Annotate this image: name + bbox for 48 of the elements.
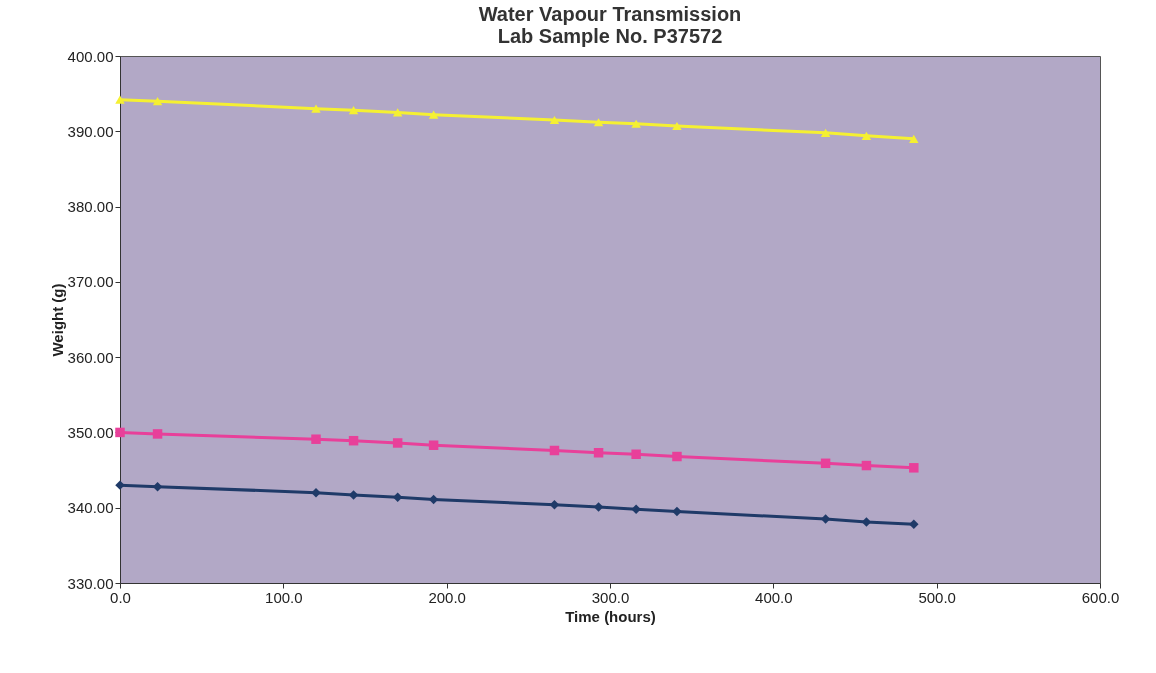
point: [152, 97, 163, 106]
point: [909, 519, 919, 530]
y-tick-label: 350.00: [67, 423, 114, 441]
point: [115, 427, 125, 438]
point: [152, 429, 163, 439]
point: [631, 504, 641, 514]
point: [820, 458, 831, 469]
point: [115, 95, 125, 104]
point: [311, 434, 321, 444]
point: [909, 463, 919, 473]
point: [392, 438, 403, 448]
point: [348, 106, 359, 115]
x-tick-label: 600.0: [1081, 588, 1120, 606]
point: [593, 118, 604, 127]
point: [631, 119, 641, 128]
point: [672, 506, 682, 517]
point: [593, 448, 604, 458]
y-tick-label: 380.00: [67, 198, 114, 216]
point: [909, 134, 919, 143]
x-axis-title: Time (hours): [565, 607, 656, 625]
point: [428, 440, 439, 450]
y-tick-label: 340.00: [67, 499, 114, 517]
y-axis-title: Weight (g): [48, 283, 66, 357]
point: [311, 487, 321, 498]
x-tick-label: 400.0: [755, 588, 793, 606]
point: [549, 445, 560, 456]
point: [311, 104, 321, 113]
point: [428, 494, 439, 505]
point: [392, 108, 403, 117]
x-tick-label: 200.0: [428, 588, 466, 606]
point: [672, 451, 682, 462]
point: [549, 115, 560, 125]
point: [861, 131, 872, 140]
y-tick-label: 360.00: [67, 348, 114, 366]
point: [348, 435, 359, 446]
x-tick-label: 300.0: [591, 588, 630, 606]
chart-title: Water Vapour Transmission: [478, 3, 742, 25]
point: [428, 110, 439, 119]
y-tick-label: 400.00: [67, 47, 114, 65]
x-tick-label: 500.0: [918, 588, 956, 606]
chart-subtitle: Lab Sample No. P37572: [497, 25, 723, 47]
x-tick-label: 100.0: [265, 588, 303, 606]
y-tick-label: 370.00: [67, 273, 114, 291]
point: [631, 449, 641, 460]
y-tick-label: 390.00: [67, 122, 114, 140]
point: [820, 128, 831, 137]
point: [861, 460, 872, 471]
point: [672, 121, 682, 131]
